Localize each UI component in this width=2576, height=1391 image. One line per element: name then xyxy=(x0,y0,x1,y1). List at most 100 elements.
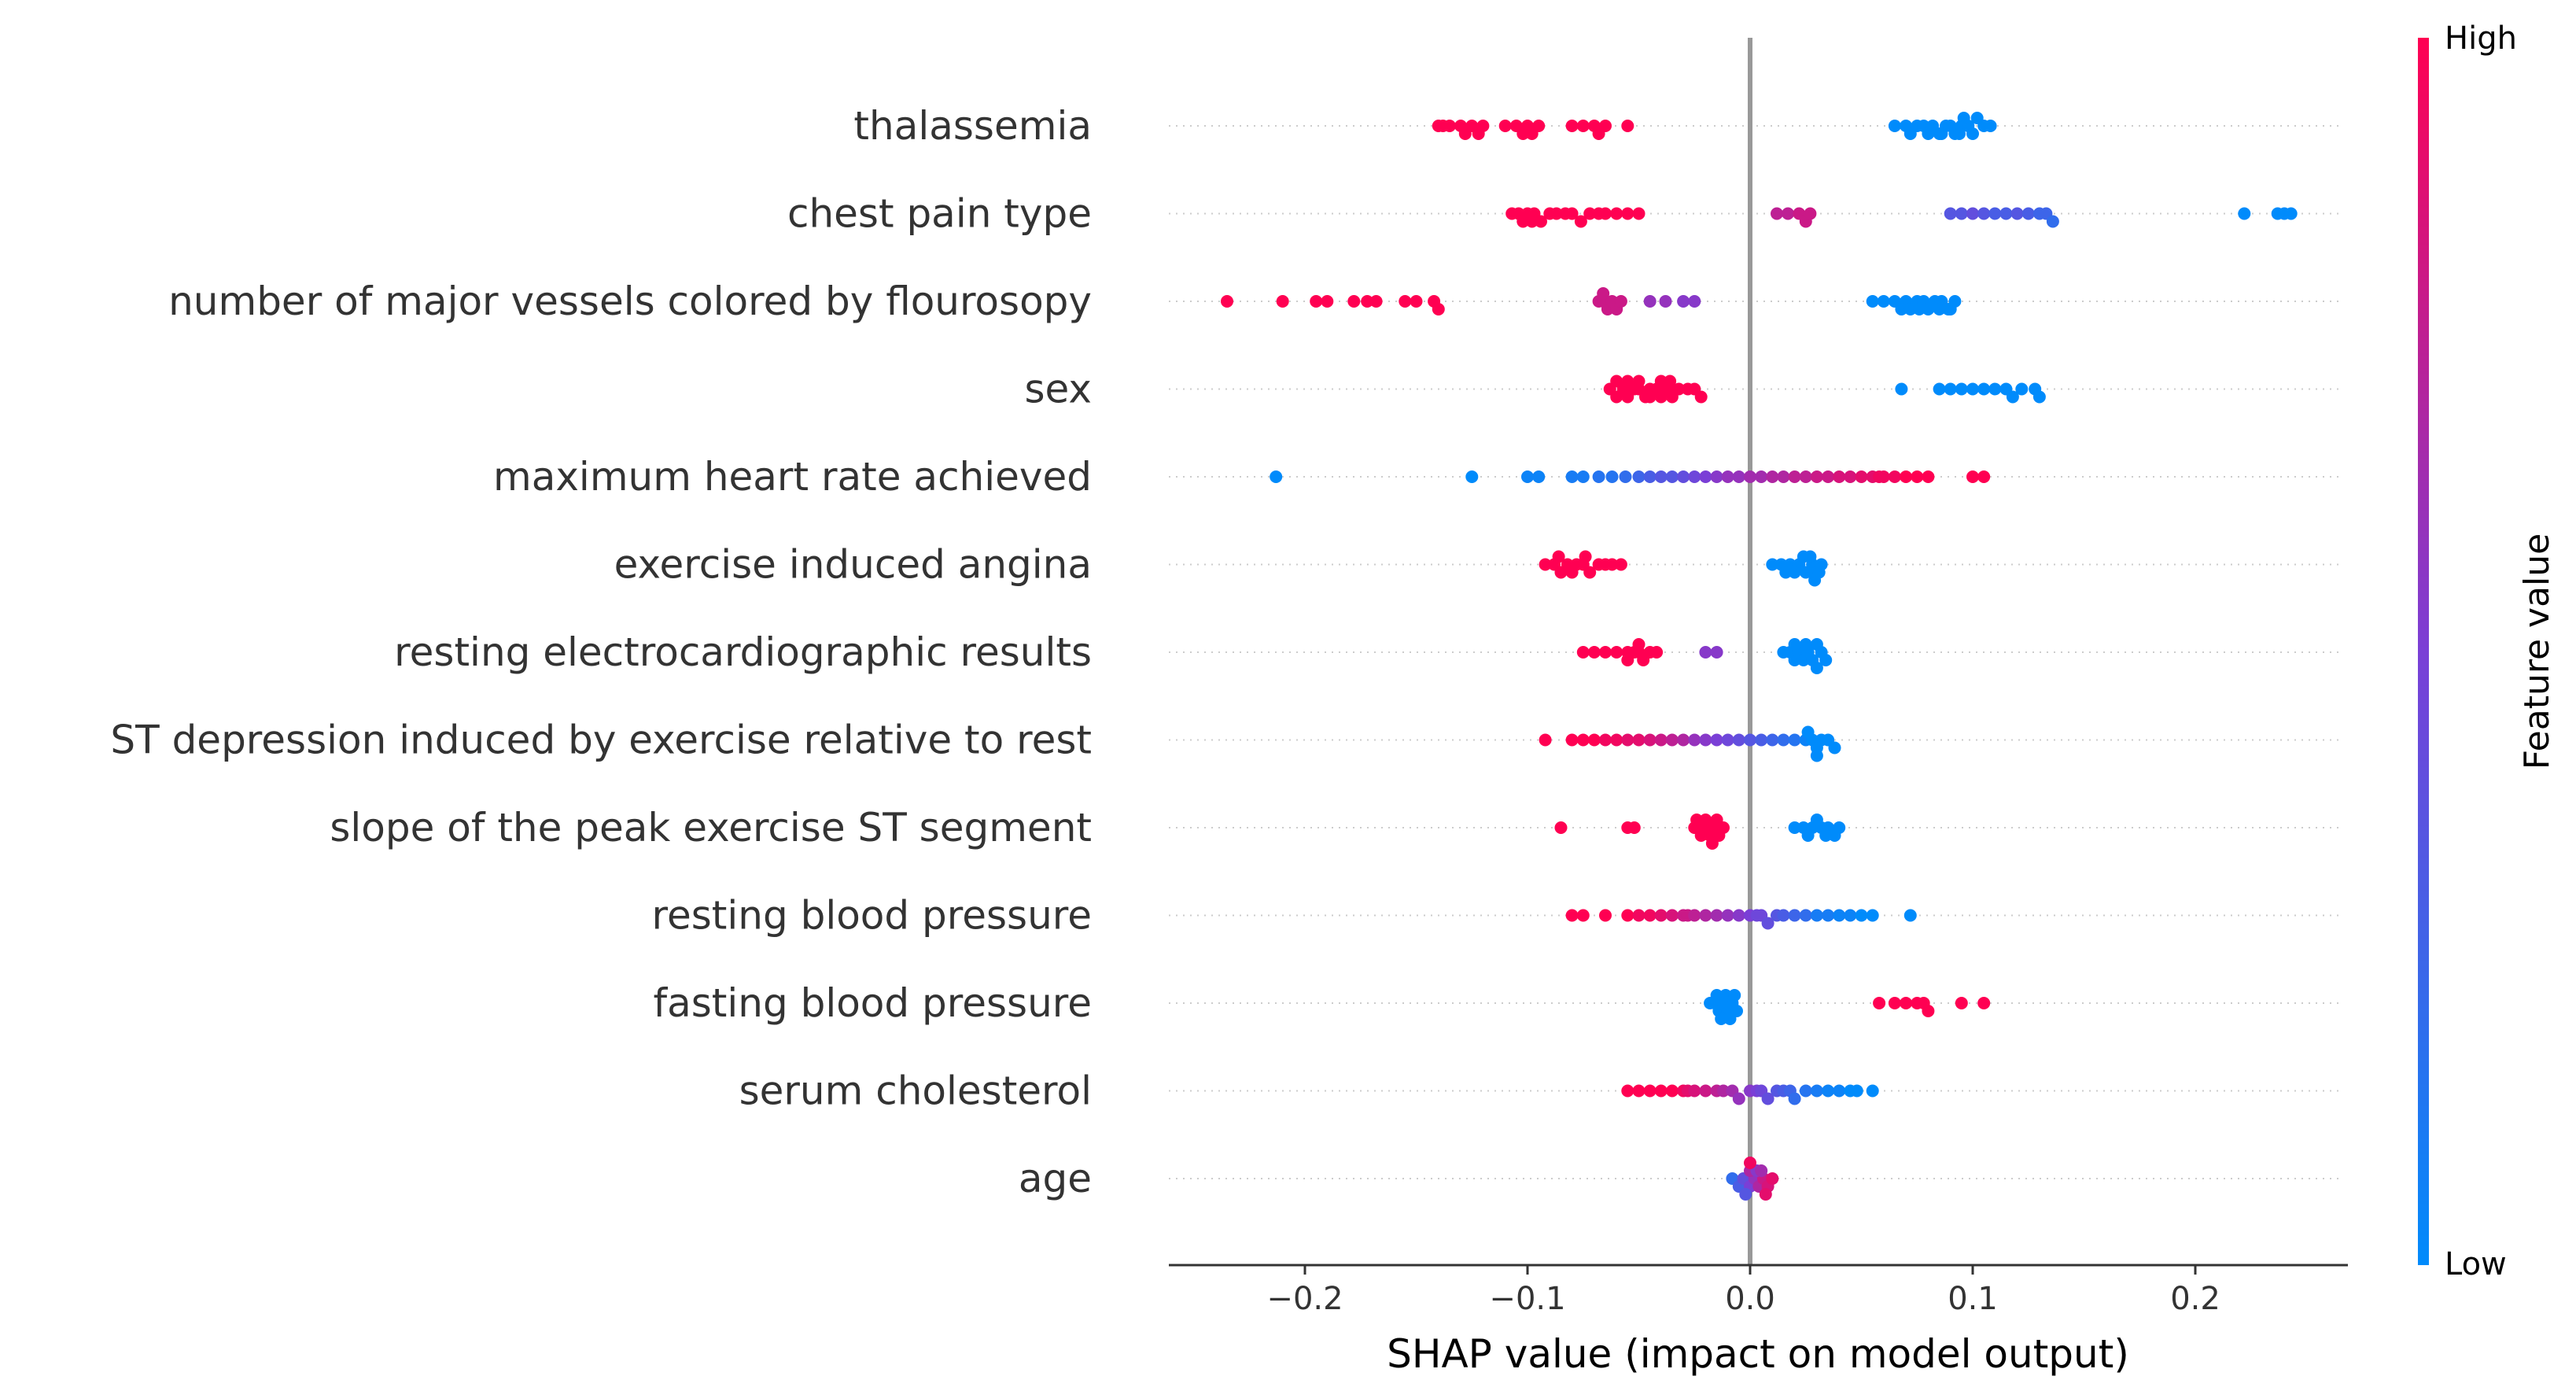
shap-point xyxy=(1552,550,1565,563)
shap-point xyxy=(1583,207,1597,220)
shap-point xyxy=(1587,733,1601,747)
shap-point xyxy=(1599,207,1612,220)
shap-point xyxy=(1565,120,1579,132)
shap-point xyxy=(1833,821,1846,834)
shap-point xyxy=(1799,909,1812,922)
shap-point xyxy=(1621,733,1634,747)
shap-point xyxy=(1804,207,1817,220)
shap-point xyxy=(1576,909,1590,922)
shap-point xyxy=(1732,733,1745,747)
shap-point xyxy=(1903,909,1917,922)
shap-point xyxy=(1788,638,1801,651)
shap-point xyxy=(1592,470,1605,483)
shap-point xyxy=(1771,207,1783,220)
shap-point xyxy=(1744,733,1756,747)
shap-point xyxy=(1699,1084,1712,1098)
shap-point xyxy=(1565,470,1579,483)
shap-point xyxy=(1966,382,1979,396)
shap-point xyxy=(1903,127,1917,140)
shap-point xyxy=(1621,374,1634,388)
shap-point xyxy=(1583,566,1597,579)
shap-point xyxy=(1877,295,1890,308)
shap-point xyxy=(1895,303,1908,315)
shap-point xyxy=(1654,733,1668,747)
shap-point xyxy=(1521,470,1534,483)
shap-point xyxy=(1710,814,1723,826)
shap-point xyxy=(1677,470,1690,483)
x-tick-label: 0.2 xyxy=(2170,1281,2220,1317)
shap-point xyxy=(1799,470,1812,483)
feature-label: exercise induced angina xyxy=(614,542,1092,588)
shap-point xyxy=(1804,550,1817,563)
shap-point xyxy=(1525,215,1539,228)
shap-point xyxy=(1664,374,1677,388)
feature-label: serum cholesterol xyxy=(739,1068,1092,1114)
shap-point xyxy=(1399,295,1412,308)
shap-point xyxy=(1643,295,1657,308)
shap-point xyxy=(1576,733,1590,747)
shap-point xyxy=(1710,909,1723,922)
shap-point xyxy=(1605,470,1619,483)
shap-point xyxy=(1788,1092,1801,1105)
shap-point xyxy=(1822,470,1835,483)
shap-point xyxy=(1221,295,1233,308)
shap-point xyxy=(2284,207,2298,220)
shap-point xyxy=(1777,470,1790,483)
shap-point xyxy=(1955,997,1968,1009)
shap-point xyxy=(1599,646,1612,659)
shap-point xyxy=(1436,120,1450,132)
shap-point xyxy=(1576,470,1590,483)
shap-point xyxy=(1833,470,1846,483)
shap-point xyxy=(1516,127,1530,140)
shap-point xyxy=(1621,207,1634,220)
shap-point xyxy=(1903,303,1917,315)
shap-point xyxy=(1270,470,1283,483)
shap-point xyxy=(1621,654,1634,666)
shap-point xyxy=(1822,1084,1835,1098)
shap-point xyxy=(1799,1084,1812,1098)
shap-point xyxy=(1643,733,1657,747)
shap-point xyxy=(1627,821,1641,834)
shap-point xyxy=(1799,638,1812,651)
shap-point xyxy=(1782,207,1795,220)
shap-point xyxy=(1710,989,1723,1002)
shap-point xyxy=(1900,470,1913,483)
x-tick-label: −0.1 xyxy=(1489,1281,1565,1317)
shap-point xyxy=(1717,1084,1730,1098)
shap-point xyxy=(1710,470,1723,483)
shap-point xyxy=(1565,733,1579,747)
shap-point xyxy=(1873,997,1886,1009)
shap-point xyxy=(1621,120,1634,132)
shap-point xyxy=(2015,382,2029,396)
shap-point xyxy=(1632,909,1645,922)
shap-point xyxy=(1777,909,1790,922)
shap-point xyxy=(1688,733,1701,747)
feature-label: age xyxy=(1019,1156,1092,1201)
shap-point xyxy=(1728,989,1741,1002)
shap-point xyxy=(1579,550,1592,563)
shap-point xyxy=(1977,382,1991,396)
shap-point xyxy=(1766,733,1779,747)
shap-point xyxy=(1654,909,1668,922)
shap-point xyxy=(1850,1084,1863,1098)
shap-point xyxy=(1688,295,1701,308)
shap-point xyxy=(1659,295,1672,308)
shap-point xyxy=(1643,390,1657,404)
shap-point xyxy=(1610,207,1623,220)
shap-point xyxy=(1550,207,1563,220)
shap-point xyxy=(1833,1084,1846,1098)
shap-point xyxy=(1913,303,1926,315)
shap-point xyxy=(1922,1005,1935,1017)
shap-point xyxy=(1665,909,1679,922)
shap-point xyxy=(1819,654,1833,666)
shap-point xyxy=(1539,733,1552,747)
feature-label: ST depression induced by exercise relati… xyxy=(110,718,1092,763)
shap-point xyxy=(1801,725,1815,739)
shap-point xyxy=(1732,470,1745,483)
x-axis: −0.2 −0.1 0.0 0.1 0.2 SHAP value (impact on … xyxy=(1169,1264,2348,1377)
feature-label: thalassemia xyxy=(853,103,1092,149)
shap-point xyxy=(1721,733,1734,747)
shap-point xyxy=(1732,1092,1745,1105)
feature-label: resting electrocardiographic results xyxy=(394,629,1092,675)
shap-point xyxy=(1844,470,1857,483)
